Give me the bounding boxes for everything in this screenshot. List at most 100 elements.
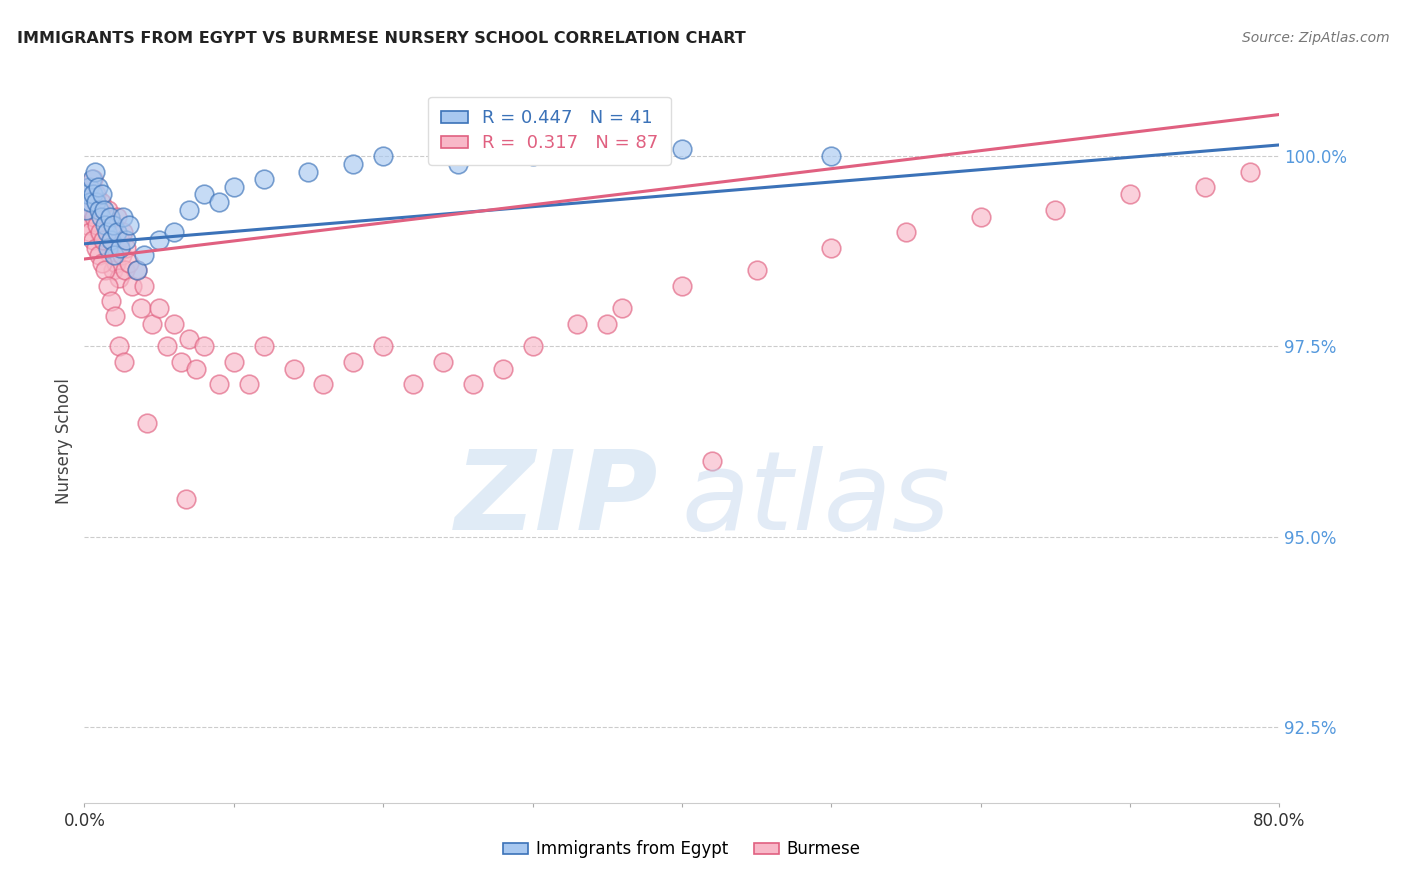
Point xyxy=(342,157,364,171)
Point xyxy=(82,172,104,186)
Point xyxy=(79,194,101,209)
Point xyxy=(297,164,319,178)
Point xyxy=(91,233,114,247)
Point xyxy=(87,179,110,194)
Point xyxy=(148,301,170,316)
Point xyxy=(141,317,163,331)
Point xyxy=(105,226,128,240)
Point xyxy=(75,210,97,224)
Point xyxy=(970,210,993,224)
Point xyxy=(461,377,484,392)
Point xyxy=(98,248,121,262)
Point xyxy=(79,226,101,240)
Point xyxy=(402,377,425,392)
Point xyxy=(522,149,544,163)
Point xyxy=(86,194,108,209)
Point xyxy=(118,256,141,270)
Point xyxy=(105,210,128,224)
Point xyxy=(93,202,115,217)
Point xyxy=(103,218,125,232)
Point xyxy=(90,210,112,224)
Point xyxy=(93,263,115,277)
Point xyxy=(193,339,215,353)
Point xyxy=(90,256,112,270)
Point xyxy=(1194,179,1216,194)
Point xyxy=(91,218,114,232)
Point xyxy=(89,202,111,217)
Point xyxy=(238,377,260,392)
Point xyxy=(100,226,122,240)
Point xyxy=(125,263,148,277)
Point xyxy=(1239,164,1261,178)
Point xyxy=(132,278,156,293)
Point xyxy=(700,453,723,467)
Point xyxy=(90,194,112,209)
Point xyxy=(80,194,103,209)
Point xyxy=(79,179,101,194)
Point xyxy=(373,149,395,163)
Text: atlas: atlas xyxy=(682,446,950,553)
Point xyxy=(125,263,148,277)
Point xyxy=(94,210,117,224)
Point xyxy=(86,218,108,232)
Point xyxy=(447,157,470,171)
Point xyxy=(89,226,111,240)
Point xyxy=(253,339,276,353)
Point xyxy=(76,187,98,202)
Point xyxy=(100,233,122,247)
Point xyxy=(76,218,98,232)
Point xyxy=(87,202,110,217)
Point xyxy=(170,354,193,368)
Point xyxy=(208,377,231,392)
Point xyxy=(87,248,110,262)
Point xyxy=(97,202,120,217)
Point xyxy=(112,226,135,240)
Point xyxy=(186,362,208,376)
Point xyxy=(96,226,118,240)
Point xyxy=(111,248,134,262)
Point xyxy=(671,142,693,156)
Point xyxy=(104,256,127,270)
Point xyxy=(101,218,124,232)
Y-axis label: Nursery School: Nursery School xyxy=(55,378,73,505)
Point xyxy=(148,233,170,247)
Point xyxy=(97,241,120,255)
Point xyxy=(80,202,103,217)
Point xyxy=(115,241,138,255)
Point xyxy=(174,491,197,506)
Point xyxy=(208,194,231,209)
Point xyxy=(312,377,335,392)
Point xyxy=(820,149,842,163)
Point xyxy=(193,187,215,202)
Point xyxy=(132,248,156,262)
Point xyxy=(94,218,117,232)
Point xyxy=(253,172,276,186)
Point xyxy=(129,301,152,316)
Point xyxy=(98,210,121,224)
Point xyxy=(163,226,186,240)
Point xyxy=(83,210,105,224)
Point xyxy=(155,339,177,353)
Point xyxy=(612,301,634,316)
Point xyxy=(492,362,515,376)
Point xyxy=(596,317,619,331)
Point xyxy=(163,317,186,331)
Point xyxy=(84,241,107,255)
Point xyxy=(222,354,245,368)
Point xyxy=(1045,202,1067,217)
Point xyxy=(96,278,118,293)
Point xyxy=(83,164,105,178)
Point xyxy=(1119,187,1142,202)
Point xyxy=(112,210,135,224)
Point xyxy=(107,271,129,285)
Point xyxy=(82,233,104,247)
Point xyxy=(373,339,395,353)
Point xyxy=(522,339,544,353)
Point xyxy=(283,362,305,376)
Point xyxy=(77,202,100,217)
Point xyxy=(100,293,122,308)
Point xyxy=(114,263,136,277)
Point xyxy=(104,309,127,323)
Point xyxy=(121,278,143,293)
Point xyxy=(108,339,131,353)
